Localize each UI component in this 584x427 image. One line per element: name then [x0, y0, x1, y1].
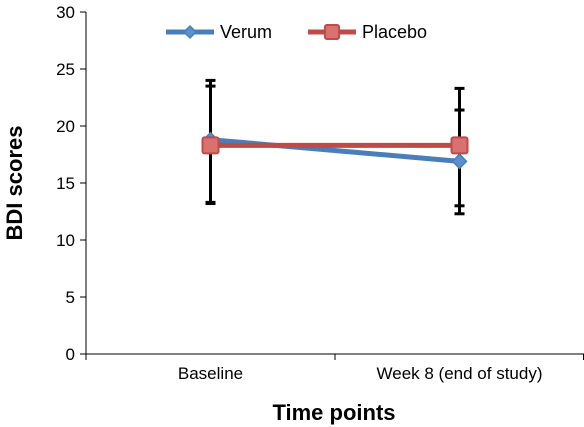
y-tick-label: 25	[56, 60, 75, 79]
legend: Verum Placebo	[166, 22, 427, 42]
data-point-verum	[451, 153, 468, 170]
y-tick-label: 10	[56, 231, 75, 250]
y-tick-label: 30	[56, 3, 75, 22]
series-lines	[208, 137, 462, 164]
x-axis-title: Time points	[272, 400, 395, 425]
y-tick-label: 0	[66, 345, 75, 364]
y-tick-label: 20	[56, 117, 75, 136]
y-axis-title: BDI scores	[2, 126, 27, 241]
y-axis: 0 5 10 15 20 25 30	[56, 3, 87, 364]
legend-marker-verum	[182, 24, 198, 40]
y-tick-label: 5	[66, 288, 75, 307]
legend-label-placebo: Placebo	[362, 22, 427, 42]
y-tick-label: 15	[56, 174, 75, 193]
legend-marker-placebo	[324, 24, 340, 40]
data-point-placebo	[201, 136, 220, 155]
x-tick-label: Baseline	[178, 364, 243, 383]
legend-label-verum: Verum	[220, 22, 272, 42]
data-point-placebo	[450, 136, 469, 155]
series-markers	[201, 131, 469, 170]
x-tick-label: Week 8 (end of study)	[377, 364, 543, 383]
x-axis: Baseline Week 8 (end of study)	[85, 353, 584, 383]
